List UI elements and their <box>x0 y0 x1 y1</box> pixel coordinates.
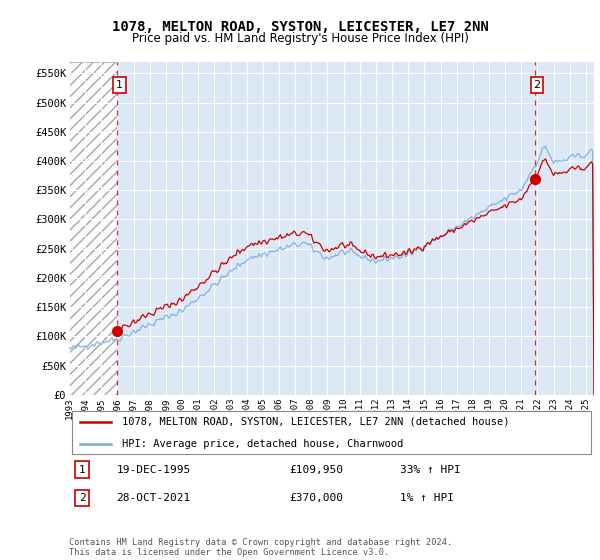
Text: 2: 2 <box>533 80 541 90</box>
Text: 1078, MELTON ROAD, SYSTON, LEICESTER, LE7 2NN (detached house): 1078, MELTON ROAD, SYSTON, LEICESTER, LE… <box>121 417 509 427</box>
Text: £370,000: £370,000 <box>290 493 343 503</box>
Text: 1: 1 <box>79 465 86 475</box>
Bar <box>69 62 117 395</box>
Text: 2: 2 <box>79 493 86 503</box>
Text: Contains HM Land Registry data © Crown copyright and database right 2024.
This d: Contains HM Land Registry data © Crown c… <box>69 538 452 557</box>
FancyBboxPatch shape <box>71 411 592 454</box>
Text: £109,950: £109,950 <box>290 465 343 475</box>
Text: 19-DEC-1995: 19-DEC-1995 <box>116 465 191 475</box>
Text: 28-OCT-2021: 28-OCT-2021 <box>116 493 191 503</box>
Text: 1: 1 <box>116 80 123 90</box>
Text: Price paid vs. HM Land Registry's House Price Index (HPI): Price paid vs. HM Land Registry's House … <box>131 32 469 45</box>
Text: HPI: Average price, detached house, Charnwood: HPI: Average price, detached house, Char… <box>121 438 403 449</box>
Text: 1% ↑ HPI: 1% ↑ HPI <box>400 493 454 503</box>
Text: 1078, MELTON ROAD, SYSTON, LEICESTER, LE7 2NN: 1078, MELTON ROAD, SYSTON, LEICESTER, LE… <box>112 20 488 34</box>
Text: 33% ↑ HPI: 33% ↑ HPI <box>400 465 461 475</box>
